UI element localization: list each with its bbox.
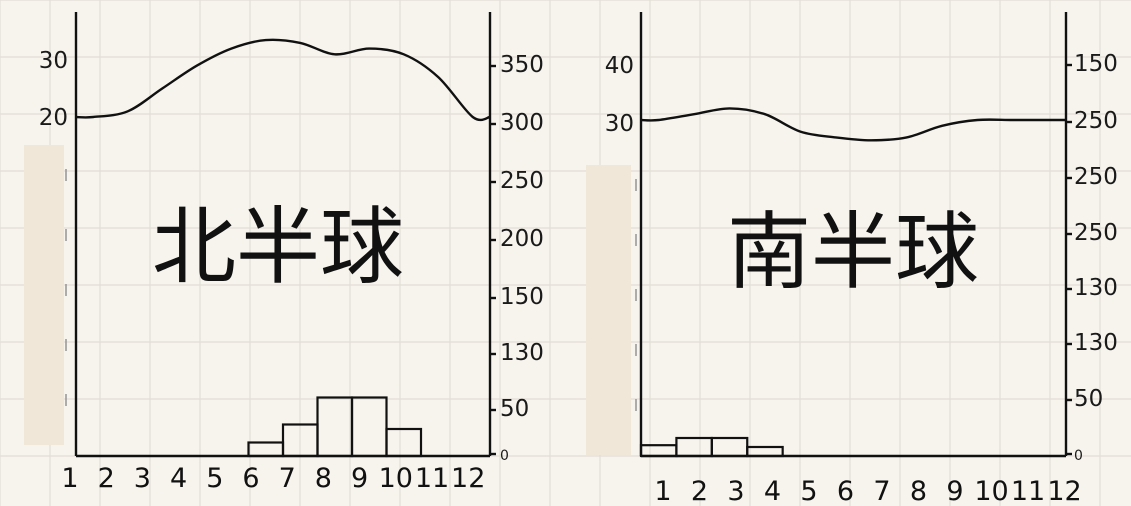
- month-label: 4: [764, 476, 781, 506]
- month-label: 6: [242, 463, 259, 494]
- month-label: 1: [654, 476, 671, 506]
- month-label: 4: [170, 463, 187, 494]
- month-label: 3: [727, 476, 744, 506]
- month-label: 11: [415, 463, 449, 494]
- left-axis-tick-label: 30: [39, 48, 68, 74]
- precipitation-bar: [710, 436, 749, 458]
- right-axis-tick-label: 250: [1074, 164, 1118, 190]
- month-label: 1: [61, 463, 78, 494]
- left-axis-tick-label: 40: [605, 53, 634, 79]
- right-axis-tick-label: 350: [500, 52, 544, 78]
- right-axis-tick-label: 150: [500, 284, 544, 310]
- precipitation-bar: [350, 396, 388, 458]
- month-label: 5: [206, 463, 223, 494]
- right-axis-tick-label: 130: [1074, 330, 1118, 356]
- month-label: 8: [315, 463, 332, 494]
- right-axis-tick-label: 250: [500, 168, 544, 194]
- month-label: 8: [910, 476, 927, 506]
- temperature-line: [640, 107, 1066, 142]
- right-axis-tick-label: 250: [1074, 220, 1118, 246]
- right-axis-tick-label: 130: [1074, 275, 1118, 301]
- precipitation-bar: [316, 396, 354, 458]
- month-label: 11: [1011, 476, 1045, 506]
- right-axis-tick-label: 300: [500, 110, 544, 136]
- month-label: 2: [691, 476, 708, 506]
- month-label: 10: [379, 463, 413, 494]
- month-label: 3: [134, 463, 151, 494]
- month-label: 12: [451, 463, 485, 494]
- month-label: 6: [837, 476, 854, 506]
- left-axis-tick-label: 30: [605, 111, 634, 137]
- right-axis-tick-label: 0: [1074, 448, 1083, 464]
- month-label: 9: [946, 476, 963, 506]
- month-label: 2: [98, 463, 115, 494]
- hemisphere-label: 南半球: [727, 203, 979, 301]
- month-label: 9: [351, 463, 368, 494]
- right-axis-tick-label: 200: [500, 226, 544, 252]
- margin-shade: [24, 145, 64, 445]
- right-axis-tick-label: 150: [1074, 51, 1118, 77]
- precipitation-bar: [746, 445, 784, 458]
- hemisphere-label: 北半球: [152, 198, 404, 296]
- month-label: 7: [279, 463, 296, 494]
- precipitation-bar: [385, 427, 423, 458]
- right-axis-tick-label: 0: [500, 448, 509, 464]
- left-axis-tick-label: 20: [39, 105, 68, 131]
- month-label: 10: [974, 476, 1008, 506]
- month-label: 12: [1047, 476, 1081, 506]
- month-label: 5: [800, 476, 817, 506]
- right-axis-tick-label: 250: [1074, 108, 1118, 134]
- right-axis-tick-label: 50: [500, 396, 529, 422]
- margin-shade: [586, 165, 631, 455]
- month-label: 7: [873, 476, 890, 506]
- precipitation-bar: [247, 441, 285, 458]
- precipitation-bar: [675, 436, 713, 458]
- temperature-line: [75, 38, 491, 122]
- right-axis-tick-label: 130: [500, 340, 544, 366]
- precipitation-bar: [639, 444, 678, 458]
- right-axis-tick-label: 50: [1074, 386, 1103, 412]
